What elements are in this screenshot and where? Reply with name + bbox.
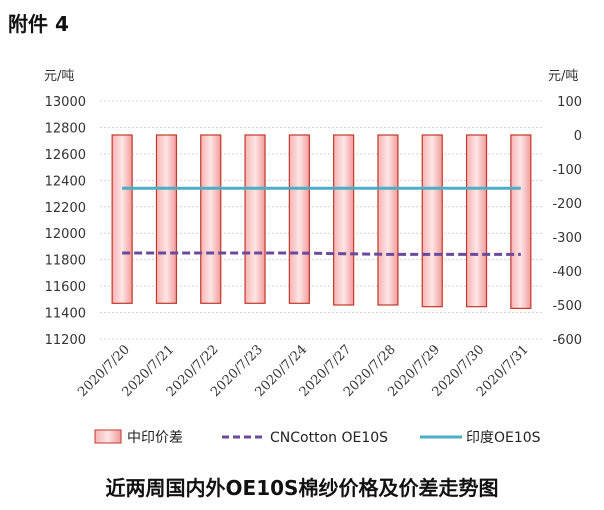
attachment-label: 附件 4 [8, 12, 69, 36]
right-tick-label: 0 [574, 129, 582, 144]
spread-bar [155, 134, 178, 304]
right-tick-label: -400 [552, 265, 582, 280]
left-tick-label: 11600 [45, 280, 86, 295]
spread-bar [421, 134, 443, 308]
spread-bar [377, 134, 399, 306]
legend: 中印价差 CNCotton OE10S 印度OE10S [94, 429, 541, 446]
legend-label: 印度OE10S [466, 430, 541, 446]
spread-bar [465, 134, 488, 308]
left-tick-label: 11400 [45, 307, 86, 322]
legend-label: 中印价差 [127, 430, 183, 446]
spread-bar [333, 134, 355, 306]
right-tick-label: 100 [557, 95, 582, 110]
spread-bar [111, 134, 133, 304]
spread-bar [244, 134, 266, 304]
bar-series [111, 134, 532, 309]
left-tick-label: 13000 [45, 95, 86, 110]
cncotton-line [122, 251, 521, 256]
spread-bar [510, 134, 532, 309]
left-tick-label: 11200 [45, 333, 86, 348]
left-tick-label: 12000 [45, 227, 86, 242]
right-axis-unit: 元/吨 [548, 69, 578, 84]
legend-swatch-bar [94, 429, 122, 444]
chart-caption: 近两周国内外OE10S棉纱价格及价差走势图 [105, 476, 499, 500]
right-axis-ticks: -600 -500 -400 -300 -200 -100 0 100 [552, 95, 582, 348]
x-axis-ticks: 2020/7/202020/7/212020/7/222020/7/232020… [75, 342, 531, 400]
right-tick-label: -500 [552, 299, 582, 314]
spread-bar [288, 134, 310, 304]
right-tick-label: -300 [552, 231, 582, 246]
line-series [122, 186, 521, 256]
left-tick-label: 12800 [45, 121, 86, 136]
right-tick-label: -600 [552, 333, 582, 348]
legend-label: CNCotton OE10S [270, 430, 388, 446]
left-axis-ticks: 11200 11400 11600 11800 12000 12200 12400 12600… [45, 95, 86, 348]
spread-bar [200, 134, 222, 304]
left-tick-label: 12200 [45, 201, 86, 216]
left-tick-label: 11800 [45, 254, 86, 269]
left-tick-label: 12400 [45, 174, 86, 189]
left-tick-label: 12600 [45, 148, 86, 163]
right-tick-label: -200 [552, 197, 582, 212]
left-axis-unit: 元/吨 [44, 69, 74, 84]
right-tick-label: -100 [552, 163, 582, 178]
price-spread-chart: 11200 11400 11600 11800 12000 12200 12400 12600… [44, 69, 582, 446]
